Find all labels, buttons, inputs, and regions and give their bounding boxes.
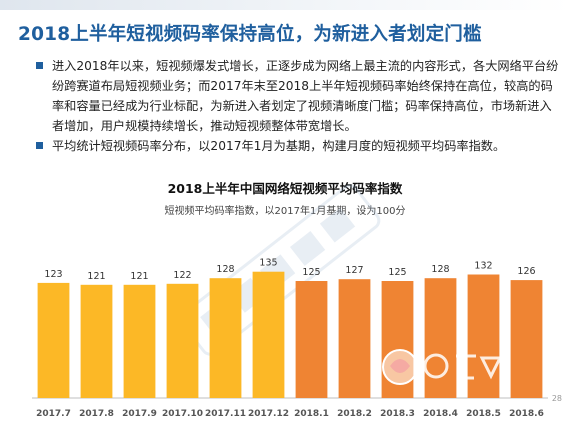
data-label: 123 [44,269,62,280]
data-label: 132 [474,261,492,272]
bar [295,281,328,398]
data-label: 125 [302,267,320,278]
x-tick-label: 2017.8 [79,409,114,419]
data-label: 125 [388,267,406,278]
bar [80,284,113,398]
bullet-text: 进入2018年以来，短视频爆发式增长，正逐步成为网络上最主流的内容形式，各大网络… [52,59,559,133]
data-label: 121 [87,271,105,282]
x-tick-label: 2018.1 [294,409,329,419]
square-bullet-icon [36,142,43,149]
x-tick-label: 2018.5 [466,409,501,419]
brand-watermark-icon [382,349,503,385]
bullet-item: 平均统计短视频码率分布，以2017年1月为基期，构建月度的短视频平均码率指数。 [36,136,562,156]
x-tick-label: 2018.6 [509,409,544,419]
data-label: 135 [259,258,277,269]
slide-title: 2018上半年短视频码率保持高位，为新进入者划定门槛 [18,24,482,45]
bar [123,284,156,398]
x-tick-label: 2017.9 [122,409,157,419]
x-tick-label: 2017.10 [162,409,203,419]
bar [510,280,543,398]
data-label: 128 [431,264,449,275]
x-tick-label: 2018.2 [337,409,372,419]
header-band [0,0,570,10]
bar [252,271,285,398]
x-tick-label: 2018.4 [423,409,458,419]
page-number: 28 [551,394,562,403]
bullet-text: 平均统计短视频码率分布，以2017年1月为基期，构建月度的短视频平均码率指数。 [52,139,506,153]
square-bullet-icon [36,62,43,69]
bar [209,278,242,398]
data-label: 121 [130,271,148,282]
chart-subtitle: 短视频平均码率指数，以2017年1月基期，设为100分 [164,206,406,217]
x-tick-label: 2017.7 [36,409,71,419]
data-label: 122 [173,270,191,281]
bullet-item: 进入2018年以来，短视频爆发式增长，正逐步成为网络上最主流的内容形式，各大网络… [36,56,562,136]
bullet-list: 进入2018年以来，短视频爆发式增长，正逐步成为网络上最主流的内容形式，各大网络… [36,56,562,156]
x-tick-label: 2017.12 [248,409,289,419]
data-label: 127 [345,265,363,276]
data-label: 128 [216,264,234,275]
bar [338,279,371,398]
x-tick-label: 2017.11 [205,409,246,419]
bar [37,282,70,398]
chart-title: 2018上半年中国网络短视频平均码率指数 [167,181,403,196]
bar-chart: 123 2017.7 121 2017.8 121 2017.9 122 2017.10 128… [32,258,548,419]
bar [424,278,457,398]
x-tick-label: 2018.3 [380,409,415,419]
data-label: 126 [517,266,535,277]
bar [166,283,199,398]
